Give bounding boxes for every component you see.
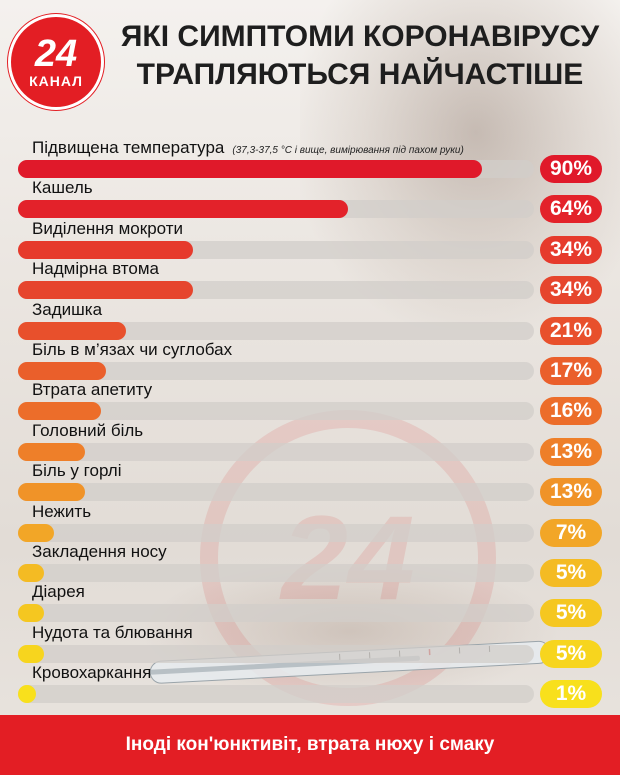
bar-track — [18, 321, 534, 340]
bar-track — [18, 523, 534, 542]
value-label: 7% — [540, 518, 602, 547]
bar — [18, 685, 36, 704]
bar-label-text: Втрата апетиту — [32, 380, 153, 400]
value-label: 17% — [540, 357, 602, 385]
value-label: 90% — [540, 155, 602, 183]
page-title: ЯКІ СИМПТОМИ КОРОНАВІРУСУ ТРАПЛЯЮТЬСЯ НА… — [110, 18, 610, 94]
footer-banner: Іноді кон'юнктивіт, втрата нюху і смаку — [0, 715, 620, 775]
bar — [18, 644, 44, 663]
title-line-2: ТРАПЛЯЮТЬСЯ НАЙЧАСТІШЕ — [136, 58, 584, 91]
value-label: 64% — [540, 195, 602, 224]
bar — [18, 523, 55, 542]
bar — [18, 240, 194, 259]
bar — [18, 281, 194, 300]
bar-label-text: Біль у горлі — [32, 461, 122, 481]
bar-label-text: Нудота та блювання — [32, 622, 193, 642]
bar — [18, 362, 106, 380]
bar-track — [18, 200, 534, 219]
bar-label-text: Кровохаркання — [32, 663, 152, 683]
bar — [18, 321, 127, 340]
bar-label: Кашель — [32, 178, 93, 198]
bar — [18, 402, 101, 421]
bar-label-note: (37,3-37,5 °С і вище, вимірювання під па… — [232, 145, 464, 156]
value-label: 1% — [540, 680, 602, 709]
bar-track — [18, 442, 534, 461]
title-line-1: ЯКІ СИМПТОМИ КОРОНАВІРУСУ — [120, 20, 600, 53]
bar-label: Задишка — [32, 300, 102, 320]
bar — [18, 442, 86, 461]
bar-track — [18, 402, 534, 421]
bar-track — [18, 160, 534, 178]
value-label: 13% — [540, 478, 602, 507]
bar — [18, 200, 349, 219]
bar-label-text: Закладення носу — [32, 542, 167, 561]
bar — [18, 604, 44, 623]
bar-label-text: Кашель — [32, 178, 93, 198]
bar-label: Надмірна втома — [32, 259, 159, 279]
bar-track — [18, 644, 534, 663]
value-label: 13% — [540, 437, 602, 466]
value-label: 34% — [540, 276, 602, 305]
bar-track — [18, 604, 534, 623]
bar-label-text: Нежить — [32, 501, 92, 521]
value-label: 5% — [540, 559, 602, 587]
bar-label: Втрата апетиту — [32, 380, 152, 400]
value-label: 34% — [540, 235, 602, 264]
bar-label-text: Задишка — [32, 299, 103, 319]
value-label: 5% — [540, 599, 602, 628]
bar-label: Закладення носу — [32, 542, 167, 562]
channel-logo: 24 КАНАЛ — [8, 14, 104, 110]
bar-label-text: Підвищена температура — [32, 138, 225, 157]
bar-label: Діарея — [32, 582, 85, 602]
bar-label: Кровохаркання — [32, 663, 151, 683]
bar-label-text: Надмірна втома — [32, 259, 159, 279]
bar-label: Нежить — [32, 502, 91, 522]
bar-track — [18, 483, 534, 502]
bar — [18, 483, 86, 502]
value-label: 5% — [540, 639, 602, 668]
bar-label: Нудота та блювання — [32, 623, 193, 643]
bar — [18, 160, 483, 178]
value-label: 16% — [540, 397, 602, 426]
bar — [18, 564, 44, 582]
bar-label: Виділення мокроти — [32, 219, 183, 239]
bar-label-text: Головний біль — [32, 420, 144, 440]
bar-label-text: Біль в м’язах чи суглобах — [32, 340, 233, 359]
bar-label-text: Виділення мокроти — [32, 218, 184, 238]
bar-label: Головний біль — [32, 421, 143, 441]
bar-label: Підвищена температура (37,3-37,5 °С і вищ… — [32, 138, 464, 158]
bar-track — [18, 281, 534, 300]
value-label: 21% — [540, 316, 602, 345]
bar-label-text: Діарея — [32, 582, 85, 602]
logo-number: 24 — [34, 33, 78, 75]
logo-word: КАНАЛ — [29, 73, 83, 89]
bar-label: Біль в м’язах чи суглобах — [32, 340, 232, 360]
bar-track — [18, 685, 534, 704]
bar-track — [18, 362, 534, 380]
bar-track — [18, 240, 534, 259]
bar-track — [18, 564, 534, 582]
bar-label: Біль у горлі — [32, 461, 122, 481]
